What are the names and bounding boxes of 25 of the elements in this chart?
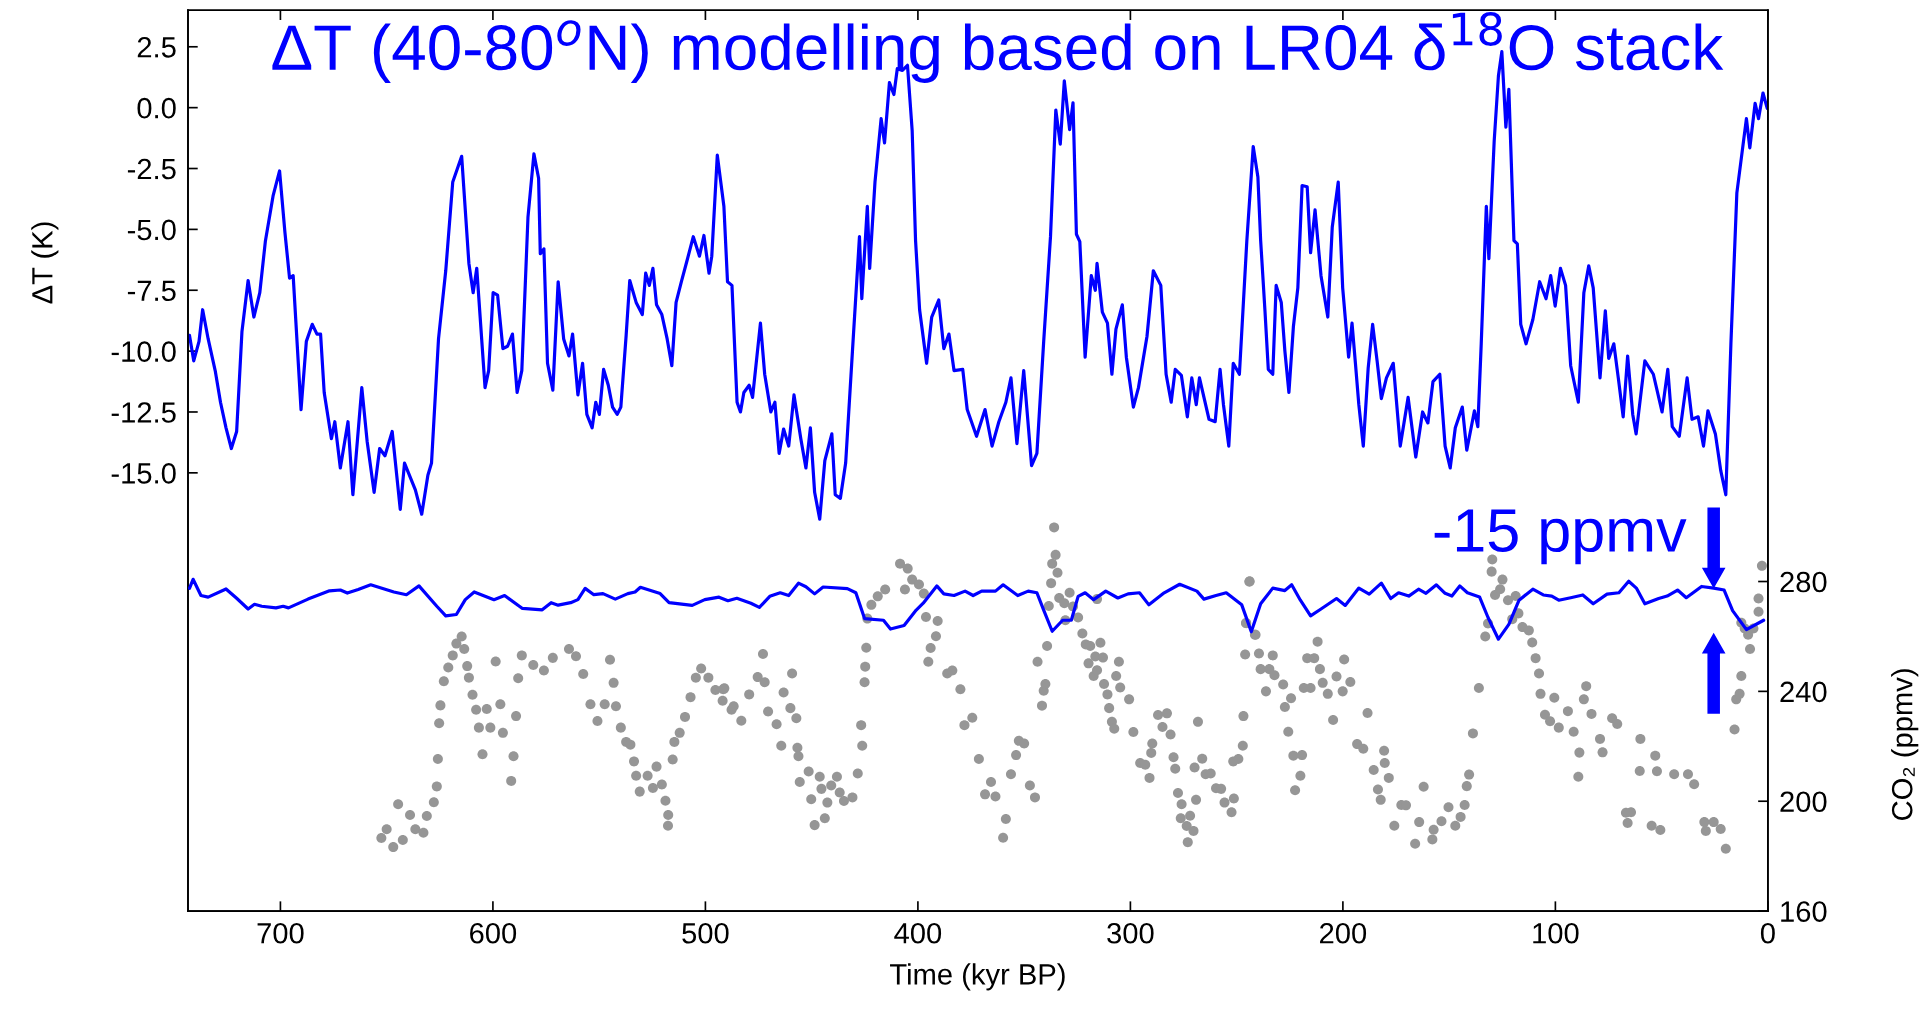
x-tick-label: 300 xyxy=(1107,922,1154,944)
y-axis-title: ΔT (K) xyxy=(31,222,59,304)
y2-tick-label: 240 xyxy=(1780,681,1827,703)
y2-tick-label: 200 xyxy=(1780,791,1827,813)
annotation: -15 ppmv xyxy=(1434,509,1687,565)
x-tick-label: 400 xyxy=(894,922,942,944)
y-tick-label: -15.0 xyxy=(111,463,176,484)
y-tick-label: 0.0 xyxy=(137,97,176,119)
y-tick-label: -10.0 xyxy=(111,341,176,362)
y-tick-label: -2.5 xyxy=(127,158,176,180)
x-tick-label: 500 xyxy=(682,922,729,944)
y-tick-label: -5.0 xyxy=(127,219,176,241)
chart-title: ΔT (40-80$^{o}$N) modelling based on LR04 δ$^{18}$O stack xyxy=(272,12,1724,83)
y2-tick-label: 280 xyxy=(1780,571,1827,593)
x-tick-label: 0 xyxy=(1760,922,1775,944)
x-tick-label: 100 xyxy=(1533,922,1579,944)
x-tick-label: 200 xyxy=(1320,922,1367,944)
y2-tick-label: 160 xyxy=(1781,901,1827,922)
x-tick-label: 700 xyxy=(257,922,304,944)
x-tick-label: 600 xyxy=(470,922,517,944)
x-axis-title: Time (kyr BP) xyxy=(890,963,1065,991)
y-tick-label: -12.5 xyxy=(111,402,176,423)
y2-axis-title: CO₂ (ppmv) xyxy=(1891,669,1919,820)
y-tick-label: 2.5 xyxy=(137,36,176,58)
y-tick-label: -7.5 xyxy=(127,280,176,302)
